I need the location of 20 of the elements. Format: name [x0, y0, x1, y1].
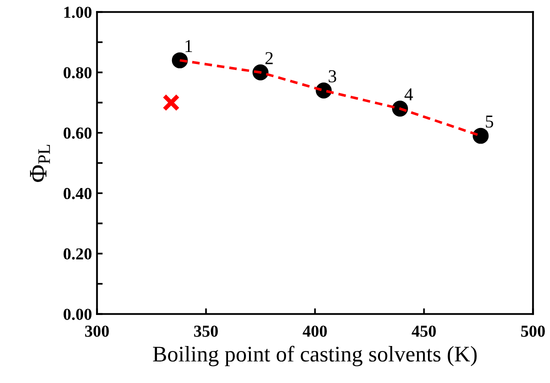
- x-tick-label: 300: [85, 326, 109, 337]
- annotation: 1: [186, 40, 192, 52]
- x-tick-label: 450: [412, 326, 436, 337]
- y-tick-label: 0.40: [64, 188, 92, 200]
- y-tick-label: 0.00: [64, 308, 92, 320]
- point: [162, 94, 180, 112]
- y-tick-label: 0.20: [64, 248, 92, 260]
- x-tick-label: 350: [194, 326, 218, 337]
- x-tick-label: 400: [302, 326, 327, 337]
- x-tick-label: 500: [521, 326, 545, 337]
- annotation: 5: [486, 116, 494, 128]
- y-tick-label: 0.60: [64, 128, 92, 139]
- point: [472, 128, 489, 144]
- annotation: 4: [404, 88, 413, 100]
- annotation: 2: [265, 52, 273, 64]
- x-axis-title: Boiling point of casting solvents (K): [152, 346, 477, 366]
- y-tick-label: 0.80: [64, 67, 92, 78]
- y-tick-label: 1.00: [64, 6, 92, 18]
- y-axis-title: Φ$_{PL}$: [30, 144, 50, 182]
- annotation: 3: [328, 70, 336, 82]
